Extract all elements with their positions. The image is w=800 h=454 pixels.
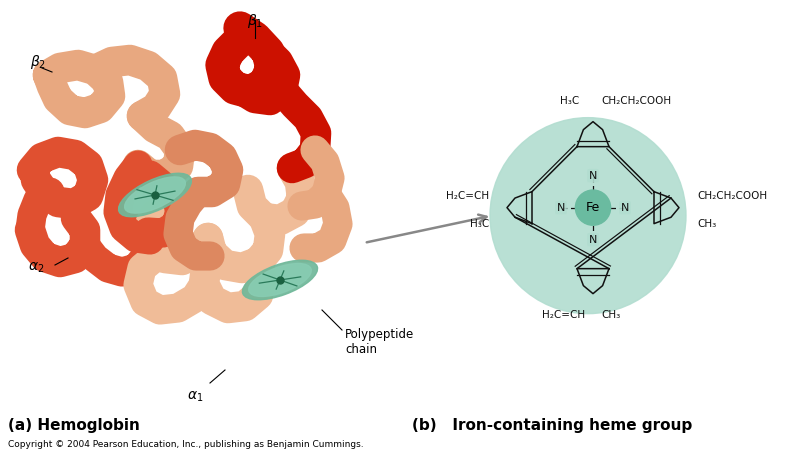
Ellipse shape — [249, 263, 311, 296]
Text: CH₃: CH₃ — [601, 310, 620, 320]
Text: CH₃: CH₃ — [697, 219, 716, 229]
Text: N: N — [557, 202, 565, 212]
Circle shape — [575, 190, 610, 225]
Text: N: N — [589, 171, 597, 181]
Text: Copyright © 2004 Pearson Education, Inc., publishing as Benjamin Cummings.: Copyright © 2004 Pearson Education, Inc.… — [8, 440, 364, 449]
Text: H₂C=CH: H₂C=CH — [446, 191, 489, 201]
Text: $\alpha_1$: $\alpha_1$ — [187, 390, 203, 405]
Ellipse shape — [242, 260, 318, 300]
Circle shape — [490, 118, 686, 314]
Text: N: N — [621, 202, 629, 212]
Text: Polypeptide
chain: Polypeptide chain — [345, 328, 414, 356]
Text: $\beta_2$: $\beta_2$ — [30, 53, 46, 71]
Text: H₃C: H₃C — [560, 96, 579, 106]
Text: CH₂CH₂COOH: CH₂CH₂COOH — [697, 191, 767, 201]
Text: H₃C: H₃C — [470, 219, 489, 229]
Ellipse shape — [125, 177, 186, 213]
Text: CH₂CH₂COOH: CH₂CH₂COOH — [601, 96, 671, 106]
Text: Fe: Fe — [586, 201, 600, 214]
Text: N: N — [589, 235, 597, 245]
Text: H₂C=CH: H₂C=CH — [542, 310, 585, 320]
Text: $\beta_1$: $\beta_1$ — [247, 12, 263, 30]
Text: (a) Hemoglobin: (a) Hemoglobin — [8, 418, 140, 433]
Text: $\alpha_2$: $\alpha_2$ — [28, 261, 44, 275]
Ellipse shape — [118, 173, 191, 217]
Text: (b)   Iron-containing heme group: (b) Iron-containing heme group — [412, 418, 692, 433]
